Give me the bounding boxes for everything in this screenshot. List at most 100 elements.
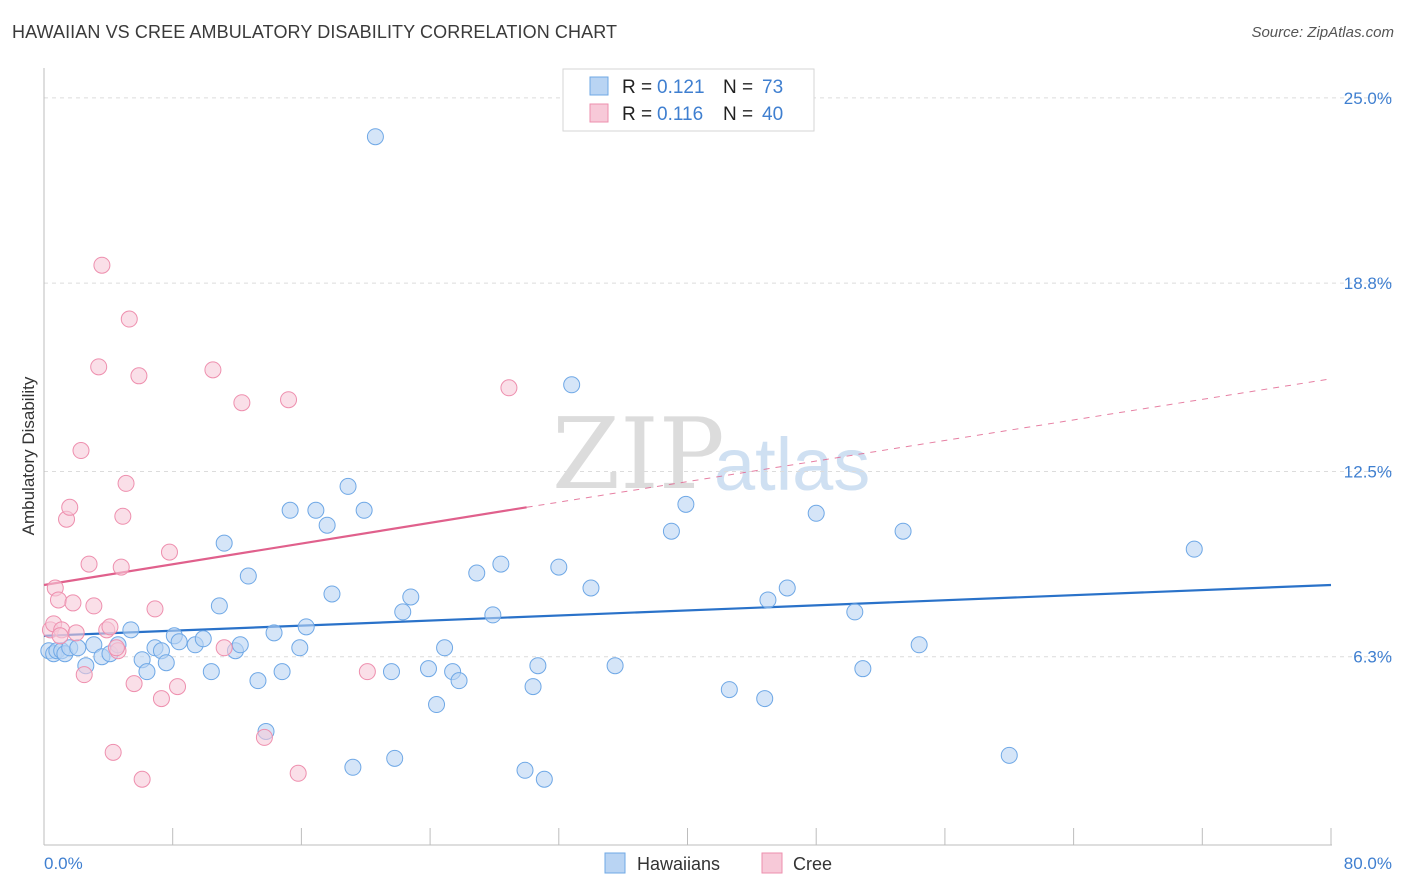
point-hawaiians [318,516,336,534]
point-cree [61,498,79,516]
point-cree [255,728,273,746]
point-hawaiians [535,770,553,788]
point-cree [85,597,103,615]
point-cree [104,743,122,761]
point-hawaiians [492,555,510,573]
y-axis-label: Ambulatory Disability [19,376,38,535]
point-hawaiians [273,663,291,681]
point-cree [120,310,138,328]
point-cree [169,678,187,696]
legend-n-label-1: N = [723,77,753,98]
point-hawaiians [138,663,156,681]
point-cree [133,770,151,788]
legend-n-value-2: 40 [762,104,783,125]
point-hawaiians [402,588,420,606]
legend-swatch-hawaiians [589,76,609,96]
legend-r-value-2: 0.116 [657,104,703,125]
point-cree [80,555,98,573]
x-tick-marks [43,828,1332,845]
point-hawaiians [215,534,233,552]
point-cree [233,394,251,412]
x-tick-label-max: 80.0% [1344,854,1392,873]
point-hawaiians [910,636,928,654]
point-cree [114,507,132,525]
point-hawaiians [582,579,600,597]
watermark-zip: ZIP [552,398,725,512]
point-hawaiians [281,501,299,519]
point-hawaiians [291,639,309,657]
x-tick-label-min: 0.0% [44,854,83,873]
point-hawaiians [606,657,624,675]
point-cree [51,627,69,645]
point-cree [101,618,119,636]
point-hawaiians [382,663,400,681]
point-hawaiians [386,749,404,767]
point-hawaiians [428,696,446,714]
point-cree [289,764,307,782]
point-hawaiians [677,495,695,513]
legend-swatch-cree [589,103,609,123]
point-hawaiians [524,678,542,696]
bottom-legend-swatch-cree [761,852,783,874]
point-hawaiians [419,660,437,678]
point-hawaiians [1185,540,1203,558]
point-cree [358,663,376,681]
point-hawaiians [778,579,796,597]
point-cree [49,591,67,609]
trend-line-hawaiians [43,583,1332,637]
point-cree [64,594,82,612]
point-hawaiians [239,567,257,585]
point-hawaiians [339,477,357,495]
point-hawaiians [69,639,87,657]
point-hawaiians [366,128,384,146]
point-hawaiians [846,603,864,621]
point-cree [280,391,298,409]
point-hawaiians [194,630,212,648]
point-hawaiians [202,663,220,681]
point-hawaiians [894,522,912,540]
point-hawaiians [516,761,534,779]
bottom-legend-swatch-hawaiians [604,852,626,874]
point-cree [112,558,130,576]
point-cree [67,624,85,642]
legend-r-label-2: R = [622,104,652,125]
point-hawaiians [265,624,283,642]
point-cree [204,361,222,379]
point-hawaiians [436,639,454,657]
data-points [40,128,1203,788]
point-hawaiians [529,657,547,675]
point-hawaiians [307,501,325,519]
y-tick-label: 6.3% [1353,648,1392,667]
point-hawaiians [249,672,267,690]
point-cree [152,690,170,708]
chart-title: HAWAIIAN VS CREE AMBULATORY DISABILITY C… [12,22,618,42]
point-hawaiians [122,621,140,639]
point-cree [125,675,143,693]
point-hawaiians [1000,746,1018,764]
point-hawaiians [85,636,103,654]
point-hawaiians [662,522,680,540]
point-hawaiians [394,603,412,621]
point-hawaiians [355,501,373,519]
bottom-legend-label-cree: Cree [793,854,832,874]
point-cree [215,639,233,657]
point-hawaiians [297,618,315,636]
point-hawaiians [854,660,872,678]
point-cree [75,666,93,684]
y-tick-label: 25.0% [1344,89,1392,108]
point-hawaiians [231,636,249,654]
point-cree [117,474,135,492]
point-hawaiians [210,597,228,615]
point-hawaiians [468,564,486,582]
point-hawaiians [157,654,175,672]
y-tick-label: 18.8% [1344,274,1392,293]
point-cree [146,600,164,618]
y-tick-label: 12.5% [1344,462,1392,481]
point-cree [90,358,108,376]
point-hawaiians [563,376,581,394]
source-note: Source: ZipAtlas.com [1251,24,1394,41]
trend-line-extension-cree [526,378,1332,508]
bottom-legend-label-hawaiians: Hawaiians [637,854,720,874]
point-hawaiians [807,504,825,522]
